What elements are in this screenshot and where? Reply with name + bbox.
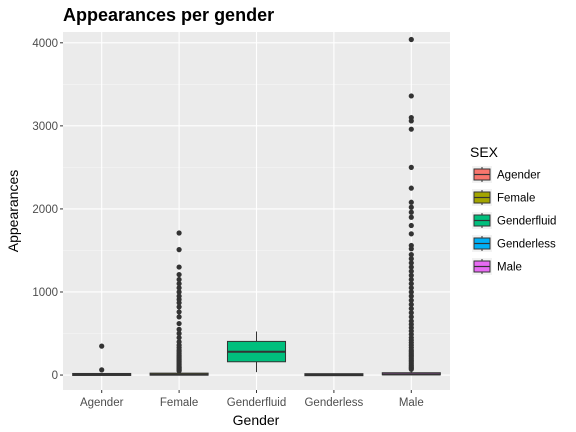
legend-label: Genderfluid	[497, 216, 556, 228]
x-tick-label: Genderless	[304, 397, 363, 409]
outlier-point	[408, 252, 414, 258]
outlier-point	[408, 297, 414, 303]
outlier-point	[408, 305, 414, 312]
outlier-point	[176, 293, 182, 299]
outlier-point	[408, 222, 414, 229]
outlier-point	[176, 247, 182, 253]
outlier-point	[408, 231, 414, 237]
y-tick-label: 0	[52, 370, 58, 382]
outlier-point	[176, 230, 182, 236]
outlier-point	[408, 114, 414, 121]
outlier-point	[408, 301, 414, 308]
outlier-point	[176, 314, 182, 320]
x-tick-label: Female	[160, 397, 198, 409]
outlier-point	[408, 209, 414, 215]
outlier-point	[408, 204, 414, 210]
box-agender	[72, 343, 132, 376]
outlier-point	[176, 289, 182, 295]
outlier-point	[176, 271, 182, 278]
x-tick-label: Agender	[80, 397, 124, 409]
boxes	[72, 36, 441, 377]
outlier-point	[176, 335, 182, 341]
x-tick-label: Genderfluid	[227, 397, 286, 409]
outlier-point	[408, 293, 414, 299]
x-tick-label: Male	[399, 397, 424, 409]
legend-item-agender: Agender	[472, 166, 541, 183]
legend-label: Male	[497, 262, 522, 274]
legend-label: Female	[497, 193, 535, 205]
outlier-point	[176, 320, 182, 327]
outlier-point	[176, 330, 182, 337]
outlier-point	[408, 126, 414, 132]
y-tick-label: 2000	[32, 204, 58, 216]
outlier-point	[408, 260, 414, 266]
outlier-point	[408, 256, 414, 262]
outlier-point	[99, 367, 105, 373]
x-axis-title: Gender	[233, 412, 280, 428]
outlier-point	[408, 281, 414, 287]
outlier-point	[408, 310, 414, 316]
outlier-point	[176, 339, 182, 345]
x-axis: Agender Female Genderfluid Genderless Male	[80, 390, 424, 409]
chart-title: Appearances per gender	[63, 5, 274, 25]
outlier-point	[408, 242, 414, 249]
outlier-point	[408, 36, 414, 43]
legend-item-female: Female	[472, 189, 535, 206]
outlier-point	[176, 309, 182, 315]
outlier-point	[176, 276, 182, 283]
outlier-point	[408, 318, 414, 324]
y-tick-label: 3000	[32, 121, 58, 133]
y-axis: 0 1000 2000 3000 4000	[32, 38, 63, 382]
outlier-point	[408, 272, 414, 278]
outlier-point	[408, 289, 414, 295]
outlier-point	[408, 164, 414, 170]
y-axis-title: Appearances	[5, 170, 21, 253]
outlier-point	[176, 285, 182, 291]
legend-title: SEX	[470, 144, 499, 160]
outlier-point	[176, 304, 182, 310]
legend-label: Agender	[497, 170, 541, 182]
outlier-point	[176, 264, 182, 270]
outlier-point	[408, 93, 414, 99]
outlier-point	[408, 268, 414, 274]
legend-item-genderfluid: Genderfluid	[472, 212, 556, 229]
outlier-point	[408, 314, 414, 320]
legend-item-genderless: Genderless	[472, 235, 556, 252]
outlier-point	[408, 185, 414, 191]
box-female	[149, 230, 209, 376]
outlier-point	[99, 343, 105, 349]
box-genderless	[304, 373, 364, 377]
box-genderfluid	[226, 331, 287, 373]
outlier-point	[408, 285, 414, 291]
legend-label: Genderless	[497, 239, 556, 251]
box-male	[381, 36, 441, 376]
y-tick-label: 1000	[32, 287, 58, 299]
outlier-point	[176, 281, 182, 287]
outlier-point	[408, 264, 414, 270]
outlier-point	[176, 326, 182, 332]
legend-item-male: Male	[472, 258, 522, 275]
outlier-point	[408, 214, 414, 220]
legend: SEX Agender Female Genderfluid Genderless Ma…	[470, 144, 556, 275]
y-tick-label: 4000	[32, 38, 58, 50]
outlier-point	[408, 199, 414, 205]
outlier-point	[408, 276, 414, 283]
